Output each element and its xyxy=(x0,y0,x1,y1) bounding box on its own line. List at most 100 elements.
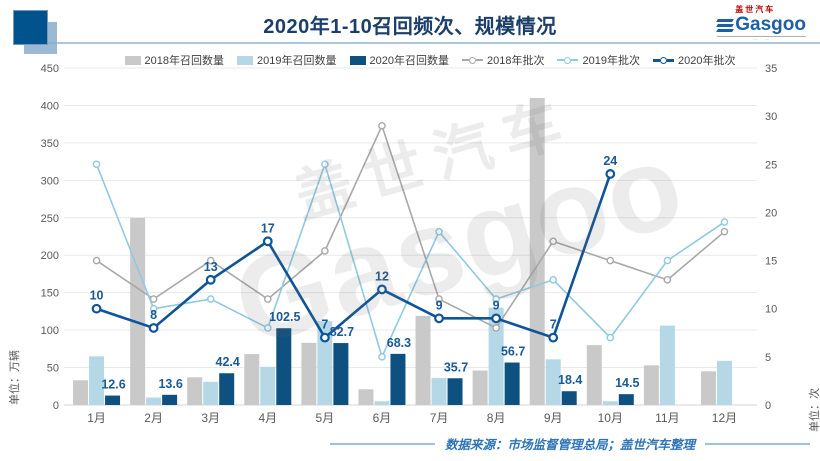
bar xyxy=(162,394,178,405)
data-label: 102.5 xyxy=(269,310,300,324)
data-label: 7 xyxy=(550,318,557,332)
line-marker xyxy=(435,295,443,303)
bar xyxy=(472,370,488,405)
line-marker xyxy=(205,274,216,285)
legend-item-bar-2: 2020年召回数量 xyxy=(349,52,449,68)
x-axis-label: 2月 xyxy=(144,411,163,425)
bar xyxy=(659,325,675,405)
left-axis-tick: 100 xyxy=(41,325,59,337)
gasgoo-logo-icon xyxy=(716,17,735,34)
line-marker xyxy=(549,237,558,246)
line-marker xyxy=(606,256,615,265)
legend-label: 2020年召回数量 xyxy=(369,55,449,67)
bar xyxy=(447,378,463,405)
legend-label: 2019年召回数量 xyxy=(257,55,337,67)
legend-line-swatch xyxy=(557,56,579,64)
bar xyxy=(276,328,292,405)
legend-item-bar-0: 2018年召回数量 xyxy=(124,52,224,68)
data-label: 12.6 xyxy=(101,378,125,392)
bar-series-2020年召回数量 xyxy=(105,328,634,405)
data-label: 8 xyxy=(150,308,157,322)
line-marker xyxy=(606,333,615,342)
line-marker xyxy=(321,247,329,255)
bar-series-2019年召回数量 xyxy=(89,307,732,405)
left-axis-tick: 250 xyxy=(41,213,59,225)
right-axis-tick: 10 xyxy=(765,304,777,316)
bar xyxy=(203,381,219,405)
line-series-2018年批次 xyxy=(92,121,729,332)
footer-left-line xyxy=(330,442,435,445)
legend-line-swatch xyxy=(462,56,483,64)
x-axis-label: 10月 xyxy=(598,411,623,425)
data-source-note: 数据来源：市场监督管理总局；盖世汽车整理 xyxy=(445,438,696,452)
chart-area: 0 50 100 150 200 250 300 350 400 450 0 5 10 15 20 25 30 3… xyxy=(0,62,820,434)
data-label: 82.7 xyxy=(330,325,354,339)
right-axis-tick: 0 xyxy=(765,400,771,412)
line-marker xyxy=(720,218,729,226)
right-axis-tick: 20 xyxy=(765,207,777,219)
line-marker xyxy=(434,313,444,324)
line-marker xyxy=(491,313,502,324)
bar xyxy=(187,377,203,405)
x-axis-label: 1月 xyxy=(87,411,106,425)
legend-bar-swatch xyxy=(349,55,366,65)
line-marker xyxy=(377,284,387,295)
data-label: 56.7 xyxy=(501,345,525,359)
chart-legend: 2018年召回数量 2019年召回数量 2020年召回数量 2018年批次 2019年批… xyxy=(60,52,800,68)
line-marker xyxy=(92,160,101,169)
legend-line-swatch xyxy=(652,56,674,64)
x-axis-label: 8月 xyxy=(487,411,506,425)
bar xyxy=(431,378,447,405)
line-marker xyxy=(148,323,159,333)
x-axis-label: 9月 xyxy=(544,411,563,425)
data-label: 24 xyxy=(603,154,617,168)
line-marker xyxy=(605,169,616,179)
data-label: 9 xyxy=(436,298,443,312)
right-axis-tick: 15 xyxy=(765,256,777,268)
left-axis-tick: 350 xyxy=(41,138,59,150)
line-marker xyxy=(435,227,443,236)
line-path xyxy=(96,173,612,340)
x-axis-label: 12月 xyxy=(712,411,737,425)
footer-right-line xyxy=(705,442,810,445)
line-marker xyxy=(663,256,672,265)
bar xyxy=(529,97,545,405)
legend-label: 2019年批次 xyxy=(582,55,640,67)
data-label: 42.4 xyxy=(216,355,240,369)
data-label: 9 xyxy=(493,298,500,312)
bar xyxy=(700,371,716,405)
line-marker xyxy=(492,295,500,303)
left-axis-tick: 0 xyxy=(53,400,59,412)
bar xyxy=(602,401,618,405)
line-path xyxy=(95,161,725,360)
right-axis-tick: 30 xyxy=(765,111,777,123)
legend-item-line-0: 2018年批次 xyxy=(462,52,544,68)
left-axis-tick: 150 xyxy=(41,288,59,300)
bar xyxy=(374,401,390,405)
legend-item-line-2: 2020年批次 xyxy=(652,52,735,68)
bar xyxy=(130,217,146,405)
right-axis-tick: 5 xyxy=(765,352,771,364)
bar xyxy=(73,380,89,405)
bar xyxy=(358,389,374,405)
left-axis-tick: 200 xyxy=(41,250,59,262)
data-label: 35.7 xyxy=(444,360,468,374)
bar xyxy=(260,366,276,405)
line-marker xyxy=(492,324,500,332)
left-axis-unit-label: 单位：万辆 xyxy=(9,350,21,405)
line-path xyxy=(96,123,725,330)
line-marker xyxy=(378,353,386,361)
right-axis-tick: 25 xyxy=(765,159,777,171)
x-axis-label: 5月 xyxy=(316,411,335,425)
bar xyxy=(317,321,333,405)
left-axis-tick: 400 xyxy=(41,100,59,112)
bar-series-2018年召回数量 xyxy=(73,97,716,405)
page-title: 2020年1-10召回频次、规模情况 xyxy=(263,16,557,38)
data-label: 68.3 xyxy=(387,336,411,350)
left-axis-tick: 300 xyxy=(41,175,59,187)
line-series-2019年批次 xyxy=(92,160,729,361)
x-axis-label: 7月 xyxy=(430,411,449,425)
bar xyxy=(219,373,235,405)
x-axis-label: 3月 xyxy=(201,411,220,425)
